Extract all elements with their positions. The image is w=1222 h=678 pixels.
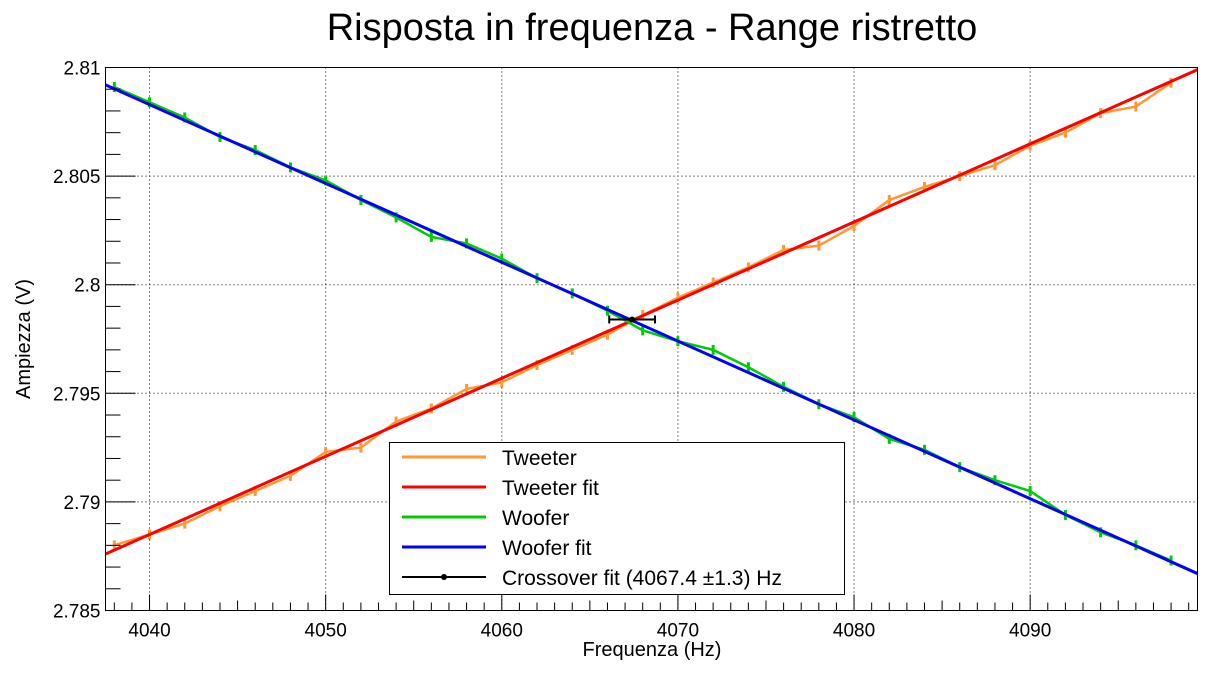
legend-crossover-marker <box>441 574 447 580</box>
legend-item-tweeter: Tweeter <box>402 447 577 470</box>
fit-line-woofer-fit <box>105 83 1198 575</box>
fit-line-tweeter-fit <box>105 68 1198 556</box>
legend-item-woofer: Woofer <box>402 507 569 530</box>
legend-item-tweeter-fit: Tweeter fit <box>402 477 599 500</box>
x-axis-label: Frequenza (Hz) <box>583 639 722 661</box>
y-tick-label: 2.785 <box>53 602 101 623</box>
series-group <box>105 68 1198 575</box>
legend: Tweeter Tweeter fit Woofer Woofer fit Cr… <box>389 442 845 595</box>
x-tick-label: 4080 <box>833 621 875 642</box>
crossover-point <box>629 316 636 323</box>
legend-label-woofer: Woofer <box>502 507 569 530</box>
legend-label-crossover: Crossover fit (4067.4 ±1.3) Hz <box>502 567 782 590</box>
plot-frame <box>105 67 1198 611</box>
legend-item-crossover: Crossover fit (4067.4 ±1.3) Hz <box>402 567 782 590</box>
y-tick-label: 2.805 <box>53 167 101 188</box>
y-tick-label: 2.795 <box>53 384 101 405</box>
plot-area <box>105 68 1198 575</box>
y-tick-label: 2.79 <box>64 493 101 514</box>
legend-label-tweeter: Tweeter <box>502 447 577 470</box>
axes: 4040 4050 4060 4070 4080 4090 2.785 2.79 2.795 2.… <box>53 59 1190 642</box>
x-tick-label: 4040 <box>128 621 170 642</box>
legend-label-woofer-fit: Woofer fit <box>502 537 592 560</box>
x-tick-label: 4050 <box>305 621 347 642</box>
x-tick-label: 4060 <box>481 621 523 642</box>
x-tick-label: 4090 <box>1009 621 1051 642</box>
chart-title: Risposta in frequenza - Range ristretto <box>327 7 978 49</box>
y-tick-label: 2.81 <box>64 59 101 80</box>
y-tick-label: 2.8 <box>74 276 100 297</box>
y-axis-label: Ampiezza (V) <box>13 279 35 399</box>
legend-item-woofer-fit: Woofer fit <box>402 537 592 560</box>
x-tick-label: 4070 <box>657 621 699 642</box>
legend-label-tweeter-fit: Tweeter fit <box>502 477 599 500</box>
